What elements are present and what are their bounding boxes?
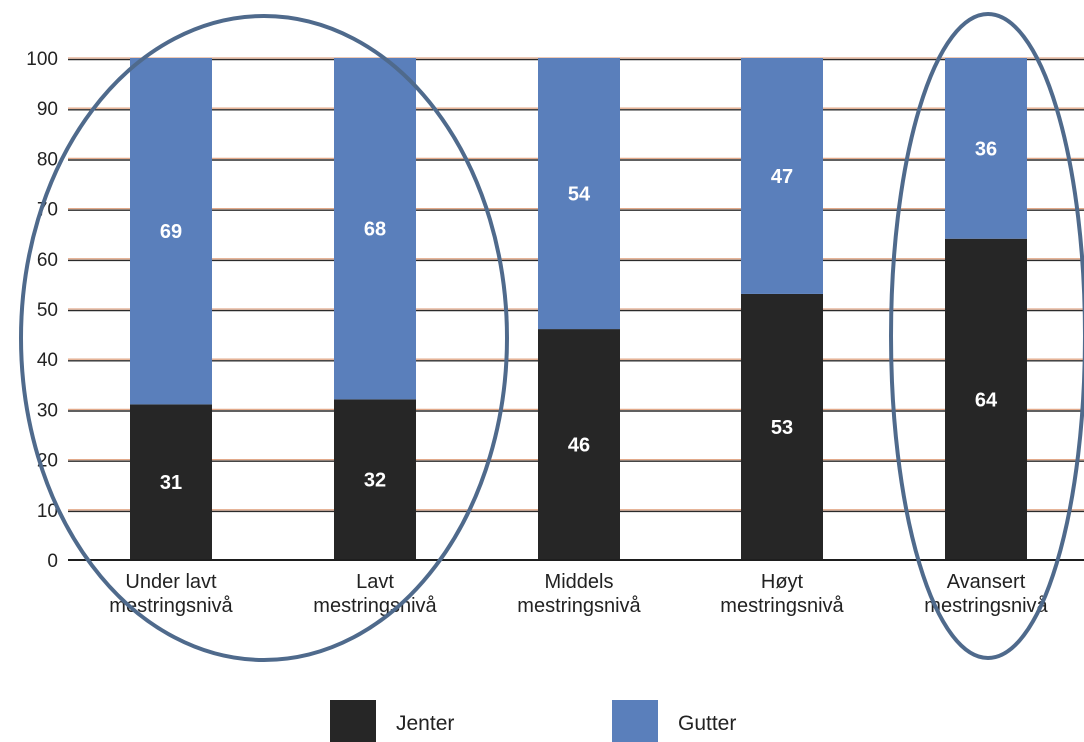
- data-label: 53: [771, 417, 793, 439]
- data-label: 47: [771, 166, 793, 188]
- annotation-ellipse: [19, 14, 509, 662]
- data-label: 69: [160, 221, 182, 243]
- bar-jenter: [741, 293, 823, 560]
- x-category-label: Lavt: [356, 571, 394, 593]
- legend-swatch-jenter: [330, 700, 376, 742]
- data-label: 68: [364, 219, 386, 241]
- data-label: 64: [975, 389, 998, 411]
- legend-label-jenter: Jenter: [396, 712, 454, 735]
- x-category-label: mestringsnivå: [109, 595, 233, 617]
- bar-gutter: [130, 58, 212, 405]
- y-tick-label: 10: [37, 501, 58, 522]
- bar-gutter: [538, 58, 620, 330]
- x-category-label: mestringsnivå: [924, 595, 1048, 617]
- x-category-label: Under lavt: [125, 571, 217, 593]
- x-category-label: Middels: [545, 571, 614, 593]
- bar-jenter: [334, 399, 416, 560]
- y-tick-label: 80: [37, 149, 58, 170]
- bar-gutter: [741, 58, 823, 294]
- bar-gutter: [334, 58, 416, 400]
- y-tick-label: 100: [26, 49, 58, 70]
- x-axis-categories: Under lavtmestringsnivåLavtmestringsnivå…: [109, 571, 1048, 617]
- x-category-label: mestringsnivå: [517, 595, 641, 617]
- legend: Jenter Gutter: [330, 700, 736, 742]
- bar-jenter: [130, 404, 212, 560]
- legend-label-gutter: Gutter: [678, 712, 736, 735]
- x-category-label: mestringsnivå: [720, 595, 844, 617]
- y-tick-label: 30: [37, 400, 58, 421]
- annotation-ellipse: [889, 12, 1084, 660]
- data-label: 32: [364, 470, 386, 492]
- y-tick-label: 60: [37, 250, 58, 271]
- annotations: [19, 12, 1084, 662]
- bar-gutter: [945, 58, 1027, 239]
- data-label: 54: [568, 184, 591, 206]
- bar-jenter: [945, 238, 1027, 560]
- bar-jenter: [538, 329, 620, 560]
- x-category-label: Høyt: [761, 571, 804, 593]
- y-tick-label: 40: [37, 350, 58, 371]
- data-label: 31: [160, 472, 182, 494]
- bars: 31 69 32 68 46 54 53 47 64 36: [130, 58, 1027, 560]
- y-tick-label: 50: [37, 300, 58, 321]
- x-category-label: mestringsnivå: [313, 595, 437, 617]
- data-label: 46: [568, 435, 590, 457]
- data-label: 36: [975, 138, 997, 160]
- legend-swatch-gutter: [612, 700, 658, 742]
- y-tick-label: 0: [47, 551, 58, 572]
- x-category-label: Avansert: [947, 571, 1026, 593]
- y-tick-label: 90: [37, 99, 58, 120]
